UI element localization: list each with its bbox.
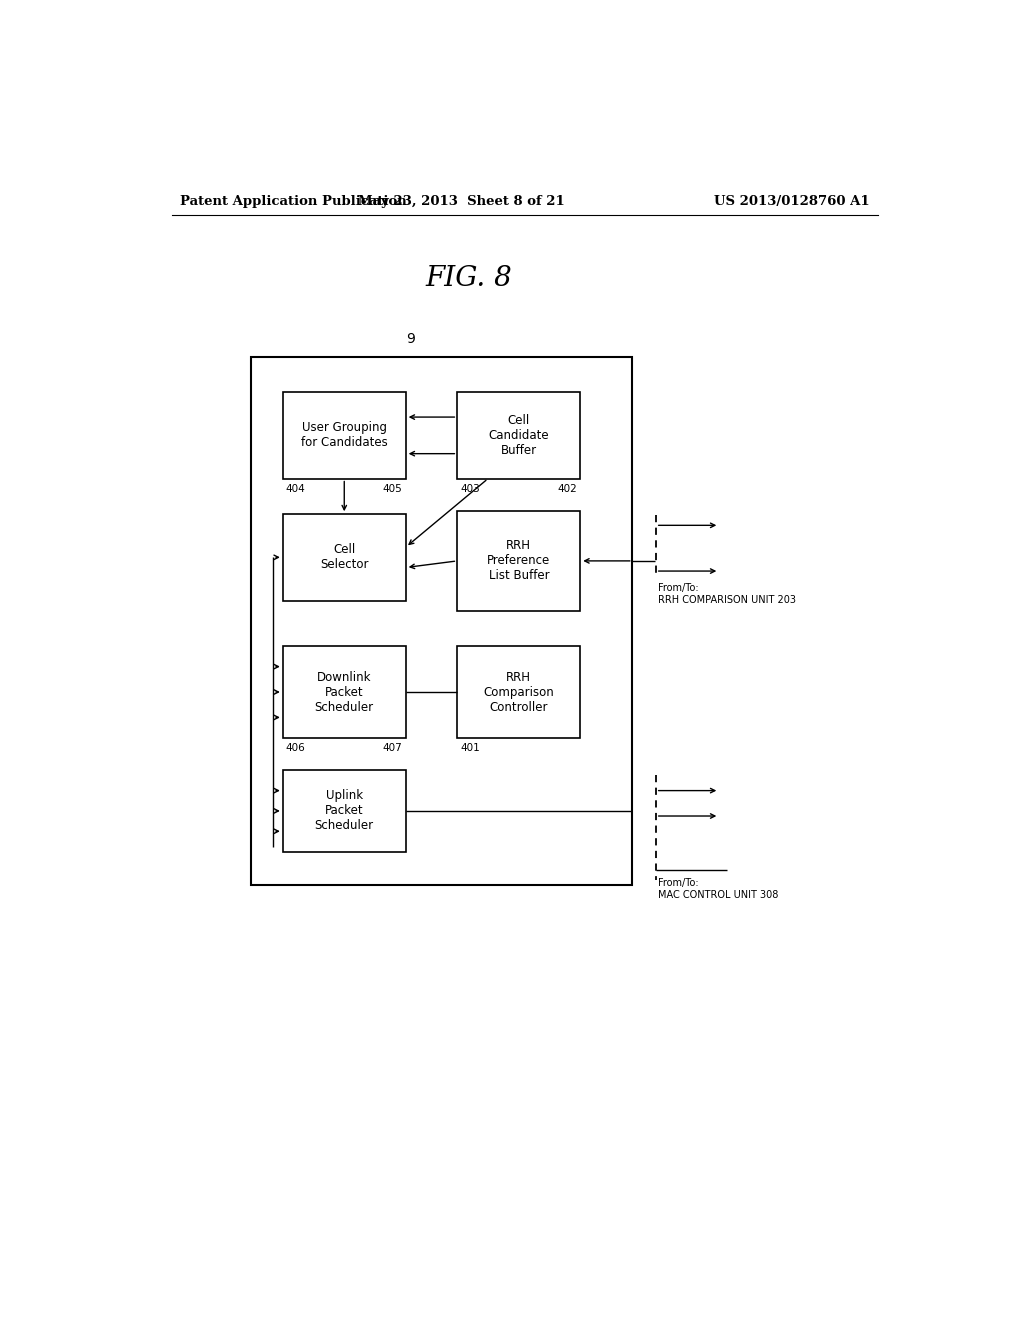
Bar (251, 356, 632, 886)
Text: Cell
Selector: Cell Selector (321, 544, 369, 572)
Text: May 23, 2013  Sheet 8 of 21: May 23, 2013 Sheet 8 of 21 (358, 194, 564, 207)
Text: RRH
Comparison
Controller: RRH Comparison Controller (483, 671, 554, 714)
Text: RRH
Preference
List Buffer: RRH Preference List Buffer (487, 540, 551, 582)
Text: 402: 402 (557, 483, 578, 494)
Bar (458, 392, 581, 479)
Bar (283, 647, 406, 738)
Text: 405: 405 (383, 483, 402, 494)
Text: 406: 406 (286, 743, 306, 752)
Bar (283, 771, 406, 851)
Text: From/To:
RRH COMPARISON UNIT 203: From/To: RRH COMPARISON UNIT 203 (658, 583, 796, 605)
Text: 407: 407 (383, 743, 402, 752)
Bar (283, 515, 406, 601)
Text: FIG. 8: FIG. 8 (426, 265, 513, 292)
Text: Downlink
Packet
Scheduler: Downlink Packet Scheduler (314, 671, 374, 714)
Bar (458, 647, 581, 738)
Text: 9: 9 (407, 333, 416, 346)
Text: US 2013/0128760 A1: US 2013/0128760 A1 (715, 194, 870, 207)
Bar (283, 392, 406, 479)
Text: 401: 401 (461, 743, 480, 752)
Text: User Grouping
for Candidates: User Grouping for Candidates (301, 421, 388, 449)
Text: 403: 403 (461, 483, 480, 494)
Text: Uplink
Packet
Scheduler: Uplink Packet Scheduler (314, 789, 374, 833)
Text: From/To:
MAC CONTROL UNIT 308: From/To: MAC CONTROL UNIT 308 (658, 878, 778, 900)
Text: 404: 404 (286, 483, 306, 494)
Text: Patent Application Publication: Patent Application Publication (179, 194, 407, 207)
Bar (458, 511, 581, 611)
Text: Cell
Candidate
Buffer: Cell Candidate Buffer (488, 414, 549, 457)
